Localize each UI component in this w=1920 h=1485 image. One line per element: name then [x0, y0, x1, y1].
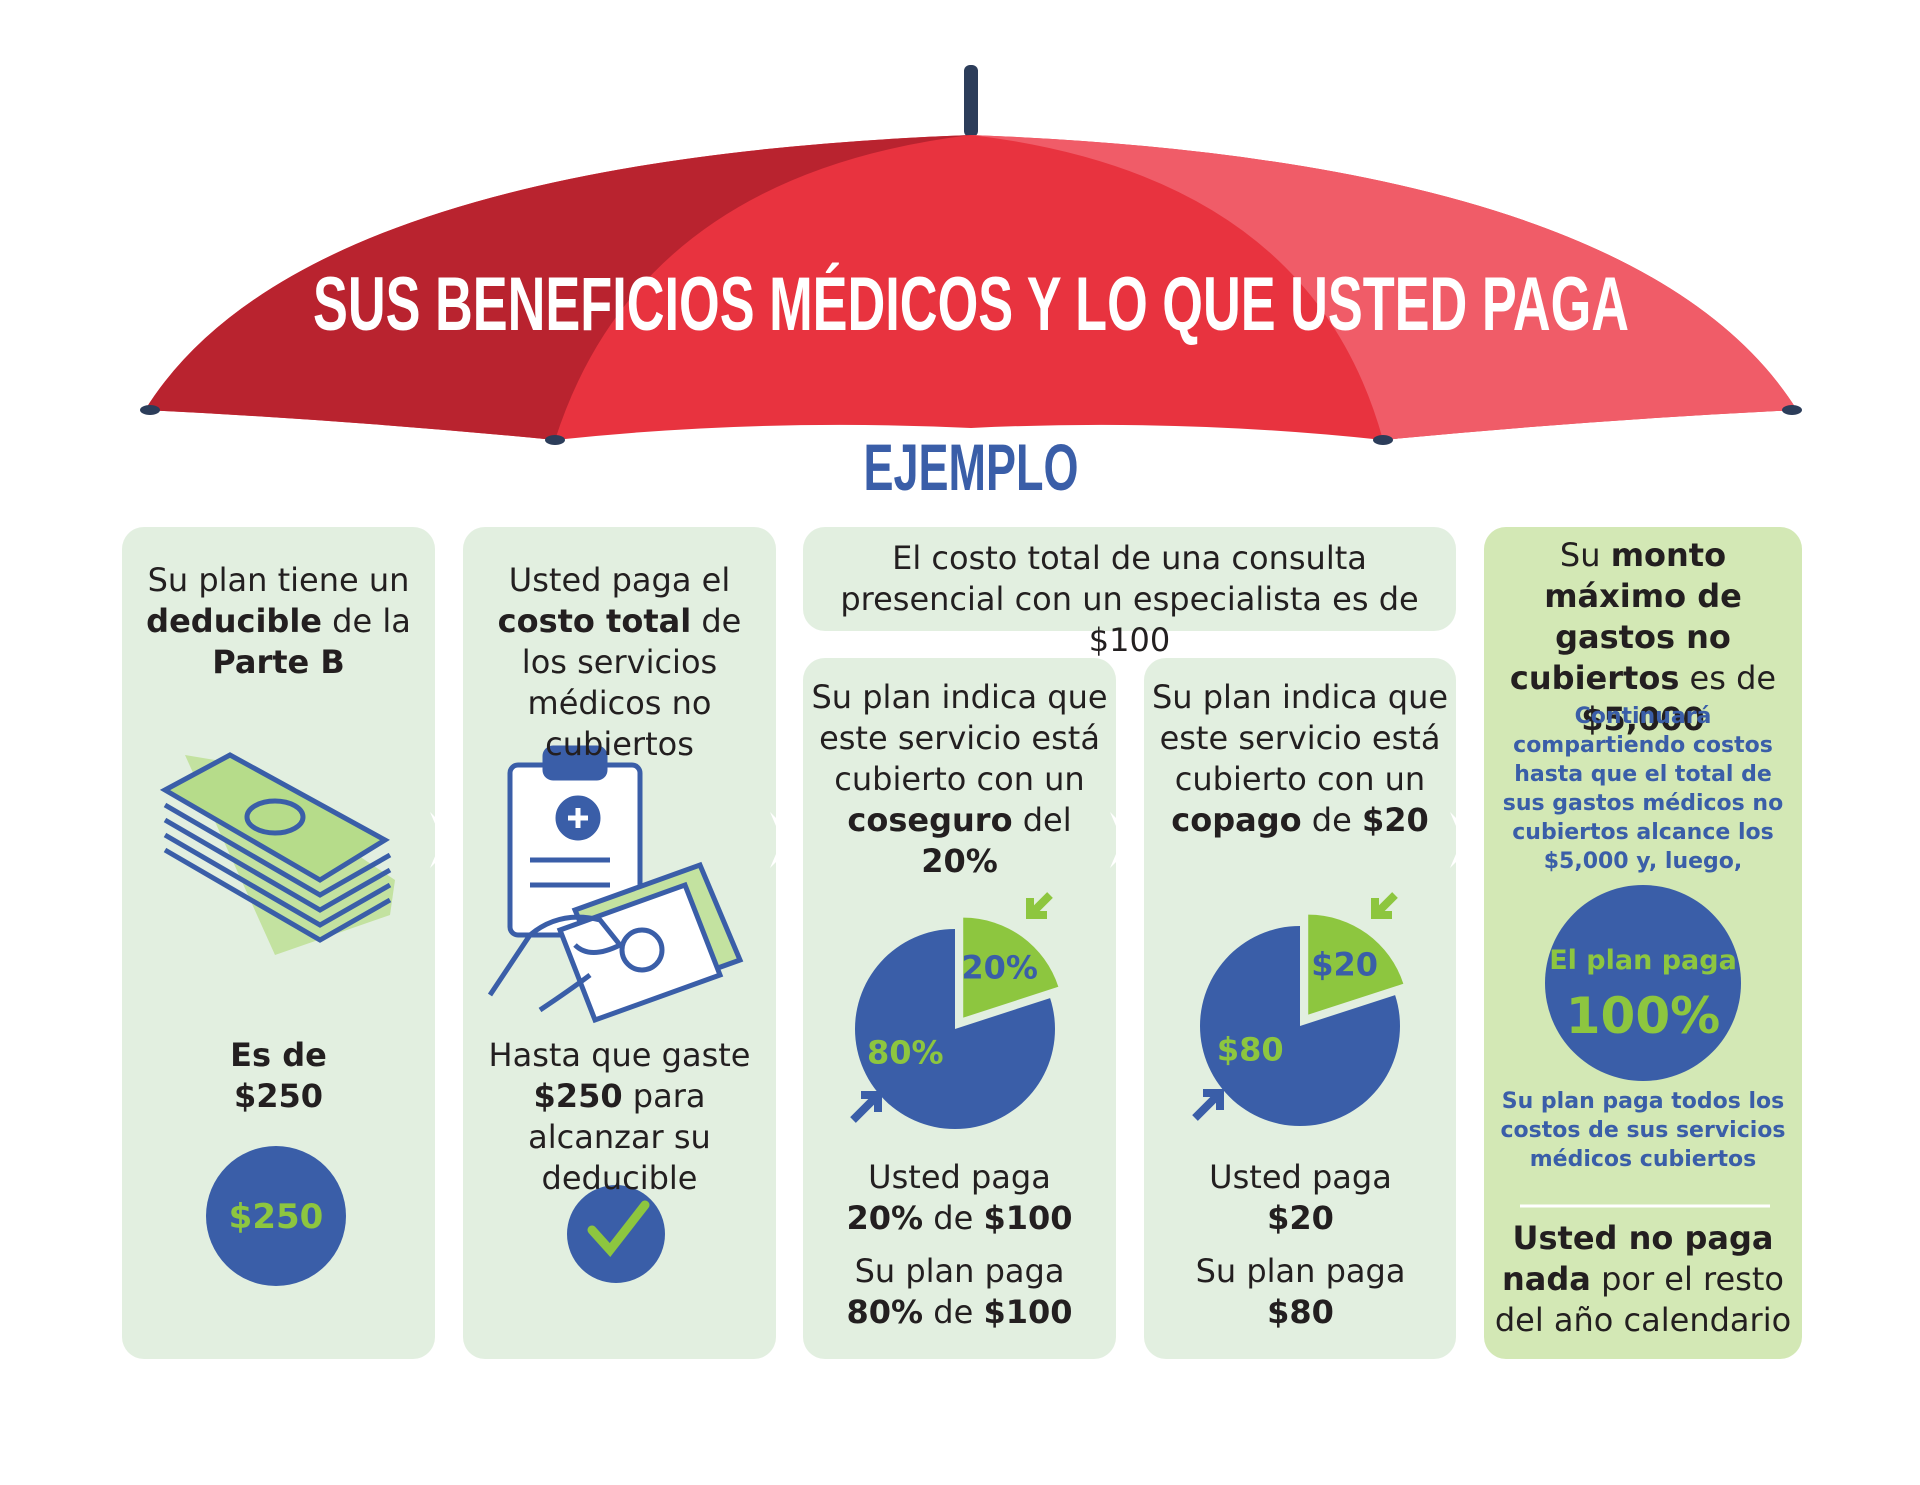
text-segment: $20	[1267, 1199, 1334, 1237]
pie-slice	[963, 917, 1059, 1018]
pie-label: 80%	[867, 1034, 944, 1072]
plan-pays-label: Su plan paga	[803, 1251, 1116, 1292]
intro-text: Su plan tiene un deducible de la Parte B	[137, 560, 420, 683]
amount-circle-label: $250	[229, 1197, 324, 1237]
pie-label: $20	[1311, 946, 1378, 984]
intro-text: Su monto máximo de gastos no cubiertos e…	[1490, 535, 1796, 740]
text-segment: $100	[983, 1199, 1073, 1237]
pie-arrows	[850, 892, 1398, 1123]
amount-circle	[206, 1146, 346, 1286]
plan-pays: $80	[1144, 1292, 1457, 1333]
you-pay-label: Usted paga	[1144, 1157, 1457, 1198]
text-segment: $250	[533, 1077, 623, 1115]
text-segment: $100	[983, 1293, 1073, 1331]
text-segment: Usted paga el	[508, 561, 731, 599]
check-circle	[567, 1185, 665, 1283]
you-pay: 20% de $100	[803, 1198, 1116, 1239]
text-segment: deducible	[146, 602, 322, 640]
panel	[803, 658, 1116, 1359]
text-segment: costo total	[497, 602, 692, 640]
text-segment: Su plan tiene un	[147, 561, 410, 599]
text-segment: de	[923, 1199, 984, 1237]
text-segment: 20%	[846, 1199, 924, 1237]
note: Su plan paga todos los costos de sus ser…	[1500, 1089, 1786, 1172]
you-pay-label: Usted paga	[803, 1157, 1116, 1198]
text-segment: de la	[321, 602, 411, 640]
plan-pays: 80% de $100	[803, 1292, 1116, 1333]
text-segment: de	[923, 1293, 984, 1331]
text-segment: $20	[1361, 801, 1429, 839]
intro-text: Su plan indica que este servicio está cu…	[808, 677, 1111, 882]
intro-text: Su plan indica que este servicio está cu…	[1150, 677, 1450, 841]
title: SUS BENEFICIOS MÉDICOS Y LO QUE USTED PA…	[313, 262, 1629, 347]
check-mark	[587, 1200, 650, 1258]
text-segment: Usted paga	[868, 1158, 1051, 1196]
text-segment: Su plan paga	[1195, 1252, 1406, 1290]
text-segment: 80%	[846, 1293, 924, 1331]
text-segment: $80	[1267, 1293, 1334, 1331]
text-segment: Su plan indica que este servicio está cu…	[1151, 678, 1449, 798]
plan-pays-circle	[1545, 885, 1741, 1081]
text-segment: $250	[233, 1077, 324, 1115]
text-segment: de los servicios médicos no cubiertos	[521, 602, 742, 763]
pie-label: $80	[1217, 1031, 1284, 1069]
consult-text: El costo total de una consulta presencia…	[813, 538, 1446, 661]
plan-pays-value: 100%	[1566, 987, 1720, 1045]
text-segment: del	[1012, 801, 1072, 839]
subtitle: EJEMPLO	[864, 430, 1079, 504]
text-segment: Hasta que gaste	[488, 1036, 751, 1074]
text-segment: copago	[1171, 801, 1302, 839]
clipboard-icon	[487, 745, 744, 1024]
pie-slice	[1200, 926, 1400, 1126]
money-icon	[159, 752, 395, 955]
plan-pays-label: El plan paga	[1549, 945, 1737, 976]
pie-slice	[1308, 914, 1404, 1015]
pie-label: 20%	[961, 949, 1038, 987]
umbrella-handle	[964, 65, 978, 137]
chevrons	[430, 812, 1478, 868]
umbrella-panel-dark	[145, 135, 971, 440]
you-pay: $20	[1144, 1198, 1457, 1239]
amount: $250	[137, 1076, 420, 1117]
text-segment: es de	[1679, 659, 1777, 697]
text-segment: Usted paga	[1209, 1158, 1392, 1196]
final-text: Usted no paga nada por el resto del año …	[1490, 1218, 1796, 1341]
consult-box	[803, 527, 1456, 631]
bottom-text: Hasta que gaste $250 para alcanzar su de…	[468, 1035, 771, 1199]
text-segment: coseguro	[847, 801, 1013, 839]
umbrella-tips	[140, 405, 1802, 445]
text-segment: para alcanzar su deducible	[528, 1077, 711, 1197]
text-segment: Su plan paga	[854, 1252, 1065, 1290]
text-segment: Su	[1559, 536, 1611, 574]
text-segment: El costo total de una consulta presencia…	[840, 539, 1419, 659]
note: Continuará compartiendo costos hasta que…	[1502, 704, 1784, 874]
pie-slice	[854, 929, 1055, 1129]
text-segment: de	[1301, 801, 1362, 839]
text-segment: 20%	[921, 842, 998, 880]
text-segment: Usted no paga nada	[1502, 1219, 1774, 1298]
text-segment: por el resto del año calendario	[1494, 1260, 1792, 1339]
text-segment: $5,000	[1581, 700, 1705, 738]
intro-text: Usted paga el costo total de los servici…	[473, 560, 766, 765]
text-segment: Es de	[230, 1036, 327, 1074]
amount-label: Es de	[137, 1035, 420, 1076]
plan-pays-label: Su plan paga	[1144, 1251, 1457, 1292]
umbrella-panel-light	[971, 135, 1797, 440]
text-segment: Su plan indica que este servicio está cu…	[811, 678, 1108, 798]
text-segment: Parte B	[212, 643, 345, 681]
text-segment: monto máximo de gastos no cubiertos	[1509, 536, 1742, 697]
